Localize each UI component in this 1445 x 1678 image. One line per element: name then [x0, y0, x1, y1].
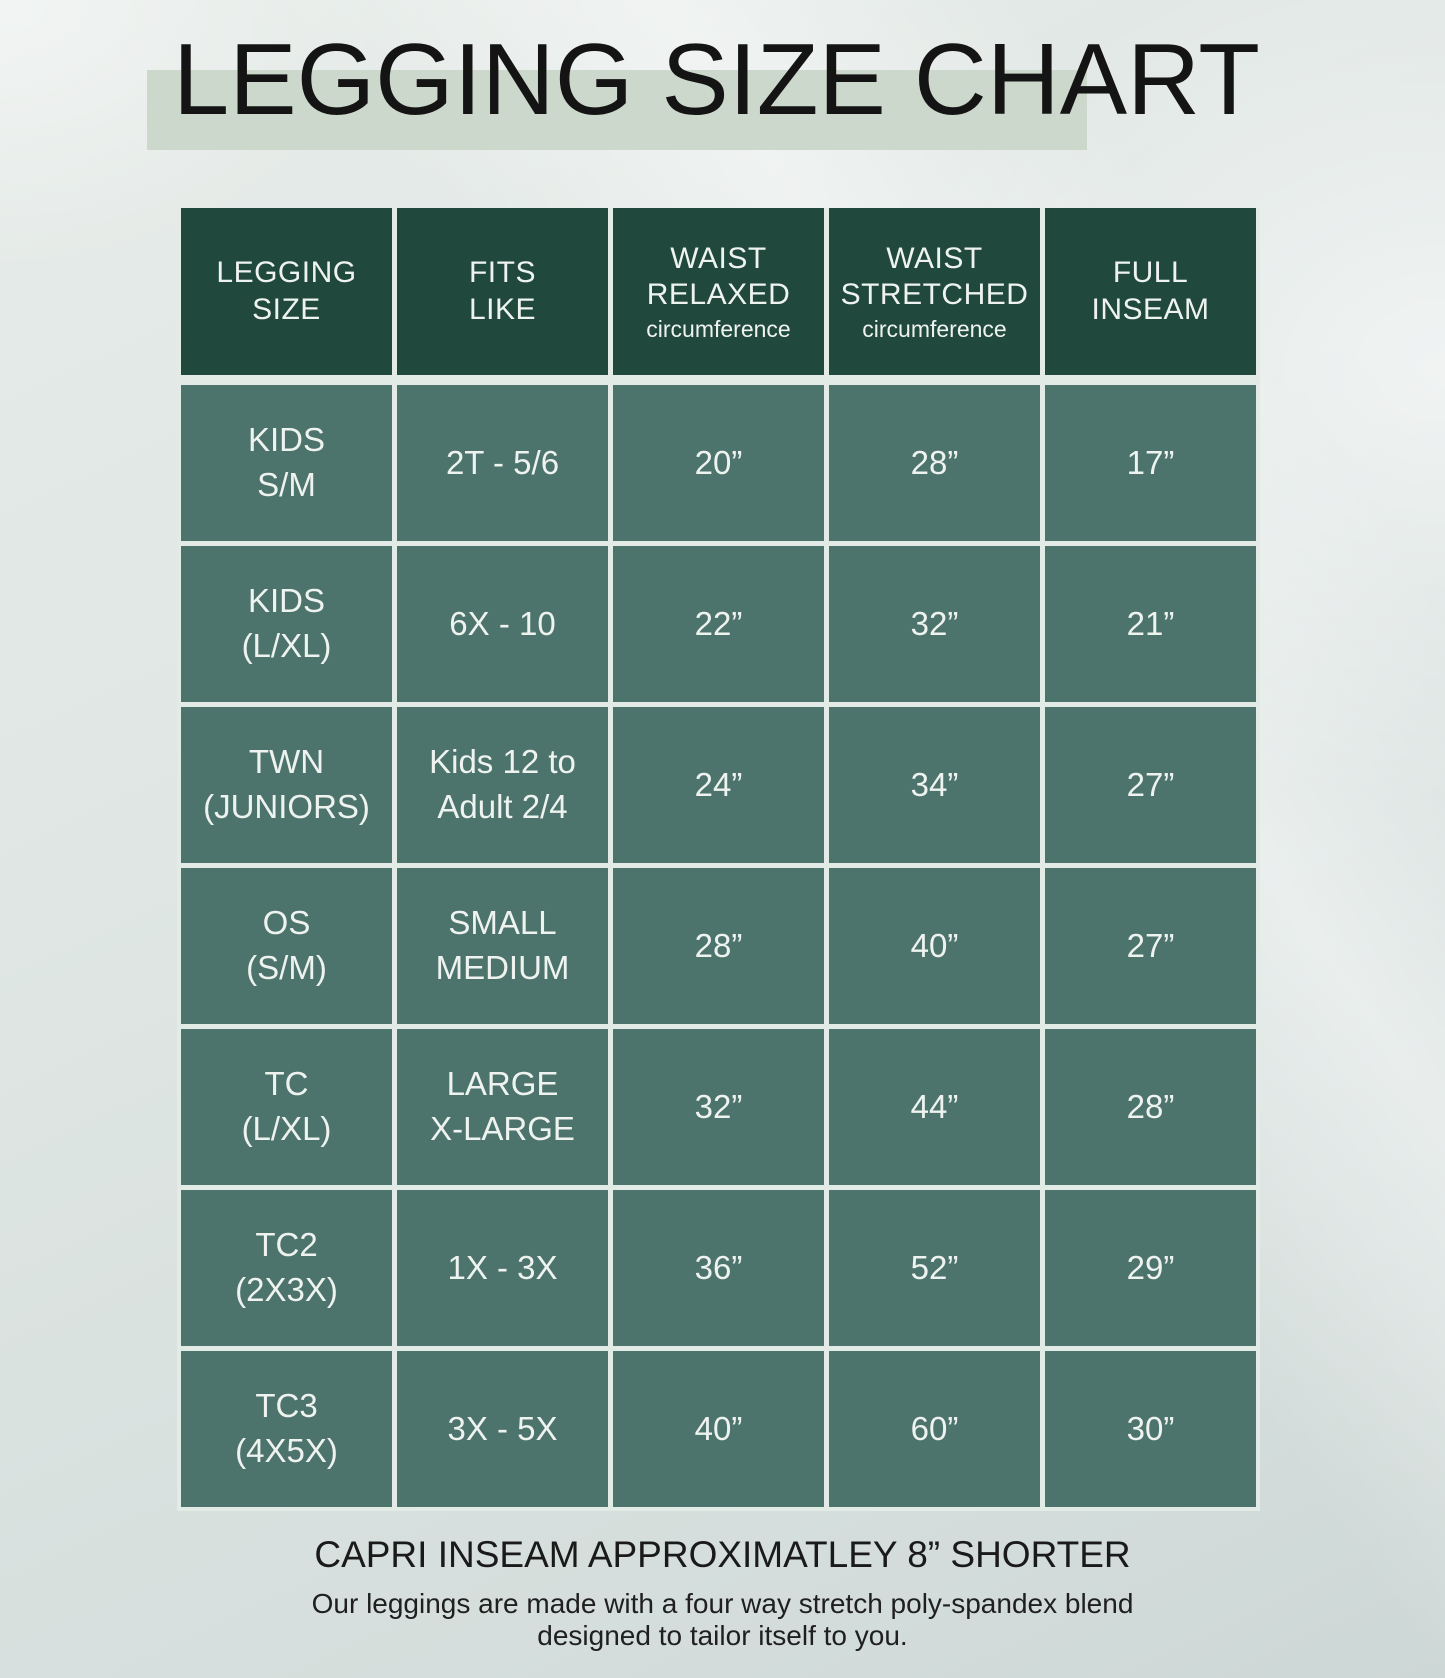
- header-cell-waist-stretched: WAIST STRETCHED circumference: [829, 208, 1040, 380]
- cell-full-inseam: 17”: [1045, 385, 1256, 541]
- header-label: WAIST RELAXED: [646, 241, 791, 312]
- cell-legging-size: OS (S/M): [181, 868, 392, 1024]
- cell-waist-relaxed: 28”: [613, 868, 824, 1024]
- cell-legging-size: TC2 (2X3X): [181, 1190, 392, 1346]
- header-label: FITS LIKE: [468, 255, 537, 326]
- header-label: LEGGING SIZE: [216, 255, 357, 326]
- header-label: WAIST STRETCHED: [840, 241, 1029, 312]
- cell-waist-relaxed: 20”: [613, 385, 824, 541]
- title-highlight-band: [147, 70, 1087, 150]
- cell-legging-size: TWN (JUNIORS): [181, 707, 392, 863]
- cell-fits-like: SMALL MEDIUM: [397, 868, 608, 1024]
- cell-full-inseam: 27”: [1045, 868, 1256, 1024]
- cell-waist-relaxed: 22”: [613, 546, 824, 702]
- cell-legging-size: TC3 (4X5X): [181, 1351, 392, 1507]
- cell-waist-relaxed: 36”: [613, 1190, 824, 1346]
- size-table: LEGGING SIZE FITS LIKE WAIST RELAXED cir…: [177, 208, 1260, 1511]
- cell-waist-stretched: 32”: [829, 546, 1040, 702]
- header-label: FULL INSEAM: [1091, 255, 1210, 326]
- cell-waist-stretched: 34”: [829, 707, 1040, 863]
- cell-fits-like: Kids 12 to Adult 2/4: [397, 707, 608, 863]
- cell-fits-like: LARGE X-LARGE: [397, 1029, 608, 1185]
- cell-full-inseam: 21”: [1045, 546, 1256, 702]
- cell-waist-relaxed: 32”: [613, 1029, 824, 1185]
- cell-full-inseam: 29”: [1045, 1190, 1256, 1346]
- cell-fits-like: 6X - 10: [397, 546, 608, 702]
- header-cell-legging-size: LEGGING SIZE: [181, 208, 392, 380]
- cell-full-inseam: 28”: [1045, 1029, 1256, 1185]
- cell-fits-like: 2T - 5/6: [397, 385, 608, 541]
- cell-waist-stretched: 44”: [829, 1029, 1040, 1185]
- cell-waist-stretched: 28”: [829, 385, 1040, 541]
- cell-fits-like: 1X - 3X: [397, 1190, 608, 1346]
- cell-full-inseam: 27”: [1045, 707, 1256, 863]
- cell-legging-size: KIDS S/M: [181, 385, 392, 541]
- header-cell-waist-relaxed: WAIST RELAXED circumference: [613, 208, 824, 380]
- header-sublabel: circumference: [862, 315, 1007, 342]
- cell-waist-stretched: 60”: [829, 1351, 1040, 1507]
- fabric-description: Our leggings are made with a four way st…: [311, 1588, 1134, 1652]
- capri-inseam-note: CAPRI INSEAM APPROXIMATLEY 8” SHORTER: [314, 1534, 1131, 1575]
- cell-legging-size: TC (L/XL): [181, 1029, 392, 1185]
- cell-waist-stretched: 40”: [829, 868, 1040, 1024]
- page-title: LEGGING SIZE CHART: [173, 24, 1260, 136]
- header-cell-fits-like: FITS LIKE: [397, 208, 608, 380]
- cell-fits-like: 3X - 5X: [397, 1351, 608, 1507]
- cell-waist-relaxed: 24”: [613, 707, 824, 863]
- cell-waist-stretched: 52”: [829, 1190, 1040, 1346]
- header-sublabel: circumference: [646, 315, 791, 342]
- header-cell-full-inseam: FULL INSEAM: [1045, 208, 1256, 380]
- cell-waist-relaxed: 40”: [613, 1351, 824, 1507]
- cell-full-inseam: 30”: [1045, 1351, 1256, 1507]
- cell-legging-size: KIDS (L/XL): [181, 546, 392, 702]
